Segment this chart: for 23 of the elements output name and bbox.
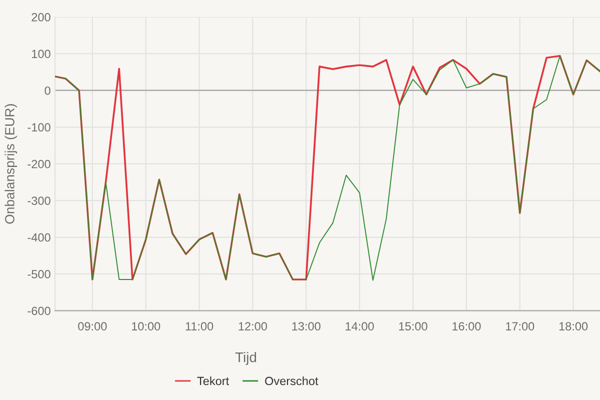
- x-tick-label: 13:00: [292, 322, 320, 330]
- x-tick-label: 15:00: [399, 322, 428, 330]
- x-tick-label: 18:00: [559, 322, 588, 330]
- x-tick-label: 09:00: [78, 322, 107, 330]
- x-tick-label: 14:00: [346, 322, 374, 330]
- y-tick-label: -400: [28, 233, 50, 242]
- y-tick-label: -300: [28, 196, 50, 205]
- x-tick-label: 11:00: [186, 322, 214, 330]
- legend-label: Tekort: [197, 376, 230, 386]
- y-tick-label: 0: [44, 86, 50, 95]
- x-tick-label: 16:00: [452, 322, 481, 330]
- legend-label: Overschot: [265, 376, 318, 386]
- x-tick-label: 12:00: [238, 322, 268, 330]
- y-tick-label: -200: [28, 160, 50, 168]
- y-tick-label: 200: [32, 13, 50, 22]
- y-tick-label: -100: [28, 123, 50, 132]
- y-axis-title: Onbalansprijs (EUR): [4, 104, 17, 224]
- y-tick-label: 100: [32, 50, 50, 58]
- y-tick-label: -600: [28, 306, 50, 316]
- x-axis-title: Tijd: [235, 352, 256, 365]
- y-tick-label: -500: [28, 270, 50, 278]
- x-tick-label: 10:00: [132, 322, 160, 330]
- x-tick-label: 17:00: [506, 322, 534, 330]
